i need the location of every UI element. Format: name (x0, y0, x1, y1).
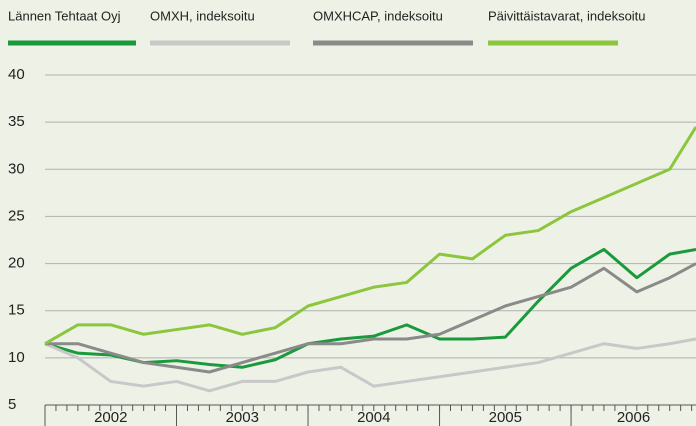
y-tick-label: 5 (8, 396, 16, 413)
y-tick-label: 30 (8, 160, 25, 177)
y-tick-label: 15 (8, 302, 25, 319)
legend-label: OMXHCAP, indeksoitu (313, 8, 443, 23)
legend-label: OMXH, indeksoitu (150, 8, 255, 23)
series-line (44, 247, 696, 369)
y-tick-label: 20 (8, 255, 25, 272)
y-tick-label: 35 (8, 113, 25, 130)
y-tick-label: 40 (8, 66, 25, 83)
legend-label: Lännen Tehtaat Oyj (8, 8, 121, 23)
y-tick-label: 25 (8, 207, 25, 224)
series-line (44, 337, 696, 393)
legend-label: Päivittäistavarat, indeksoitu (488, 8, 646, 23)
x-tick-label: 2003 (226, 409, 259, 426)
series-line (45, 262, 696, 374)
x-tick-label: 2006 (617, 409, 650, 426)
y-tick-label: 10 (8, 349, 25, 366)
series-line (44, 126, 696, 346)
x-tick-label: 2005 (489, 409, 522, 426)
x-tick-label: 2002 (94, 409, 127, 426)
x-tick-label: 2004 (357, 409, 390, 426)
